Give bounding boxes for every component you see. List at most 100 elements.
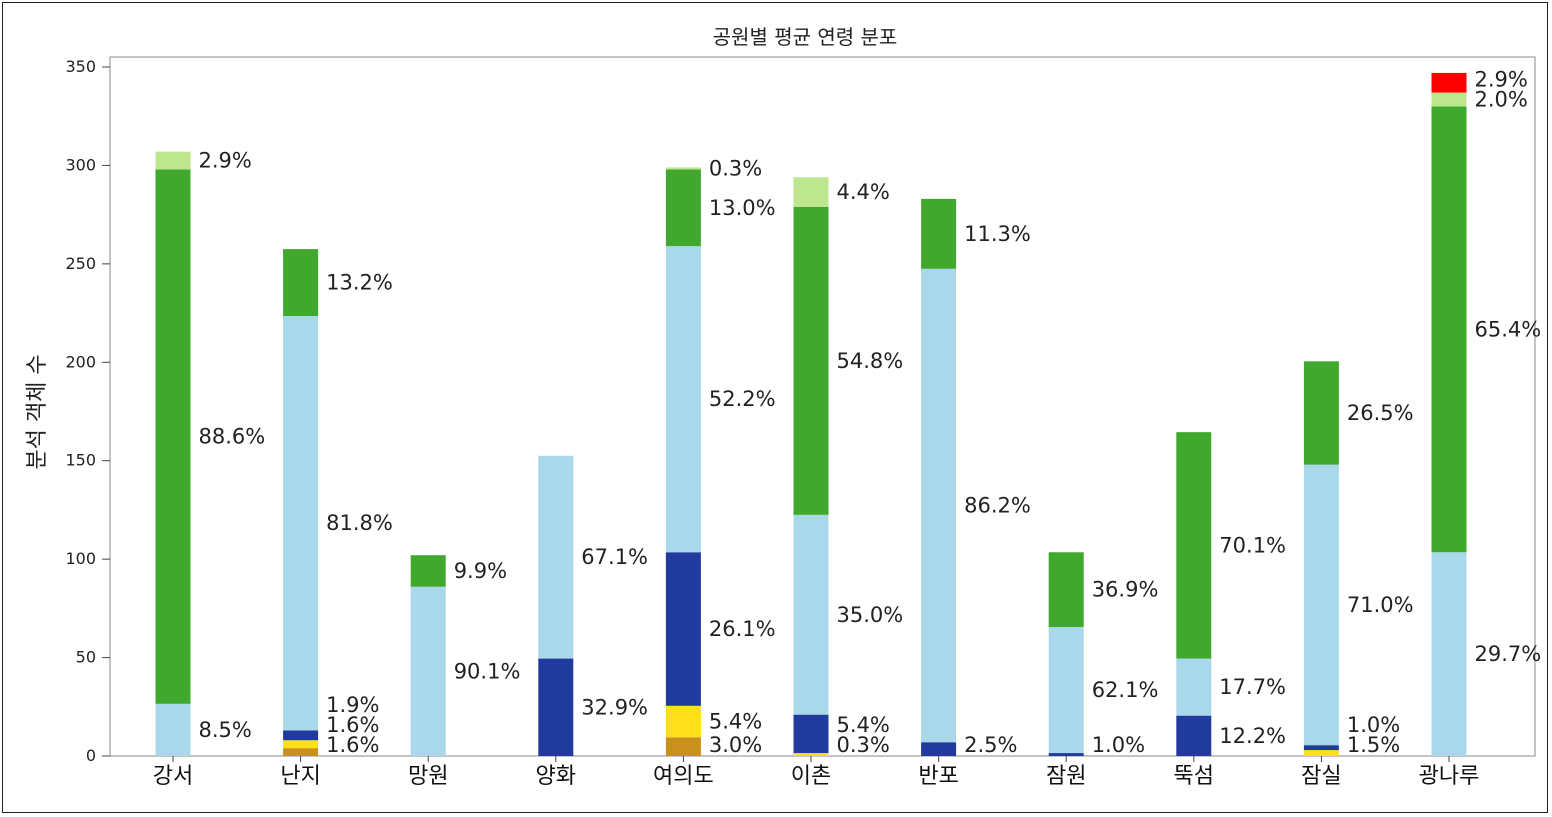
data-label: 17.7% [1219,675,1286,699]
bar-segment [283,730,319,741]
data-label: 70.1% [1219,533,1286,557]
data-label: 12.2% [1219,724,1286,748]
bar-segment [921,268,957,743]
data-label: 13.2% [326,271,393,295]
chart-title: 공원별 평균 연령 분포 [713,25,898,49]
data-label: 1.9% [326,693,379,717]
bar-segment [283,740,319,749]
bar-segment [283,316,319,731]
x-tick-label: 광나루 [1419,764,1480,789]
bar-segment [793,714,829,754]
y-tick-label: 300 [65,155,96,174]
bar-segment [1176,715,1212,756]
bar-segment [665,552,701,706]
data-label: 1.5% [1347,733,1400,757]
bar-segment [793,514,829,715]
y-axis-label: 분석 객체 수 [25,354,50,469]
bar-segment [1431,552,1467,756]
x-tick-label: 반포 [918,764,958,789]
data-label: 2.0% [1475,87,1528,111]
bar-segment [1303,464,1339,746]
y-tick-label: 0 [86,746,96,765]
x-tick-label: 이촌 [791,764,831,789]
bar-segment [410,555,446,587]
data-label: 35.0% [837,603,904,627]
x-tick-label: 잠원 [1046,764,1086,789]
bar-segment [283,748,319,756]
bar-segment [1048,627,1084,754]
y-tick-label: 200 [65,352,96,371]
data-label: 90.1% [454,659,521,683]
data-label: 2.5% [964,733,1017,757]
bar-segment [538,658,574,756]
data-label: 11.3% [964,222,1031,246]
bar-segment [921,742,957,756]
bar-segment [410,586,446,756]
bar-segment [155,703,191,756]
bar-segment [1176,658,1212,716]
data-label: 65.4% [1475,317,1542,341]
data-label: 36.9% [1092,578,1159,602]
data-label: 5.4% [837,713,890,737]
data-label: 67.1% [581,545,648,569]
bar-segment [1176,432,1212,659]
data-label: 88.6% [199,425,266,449]
x-tick-label: 양화 [536,764,576,789]
bar-segment [1048,552,1084,628]
bar-segment [538,455,574,659]
bar-segment [665,246,701,553]
bar-segment [665,167,701,170]
data-label: 1.0% [1092,733,1145,757]
bar-segment [665,169,701,247]
bar-segment [665,705,701,738]
bar-segment [665,737,701,756]
data-label: 26.1% [709,617,776,641]
bar-segment [1431,92,1467,107]
plot-area: 050100150200250300350강서8.5%88.6%2.9%난지1.… [65,56,1542,789]
x-tick-label: 망원 [408,764,448,789]
y-tick-label: 350 [65,57,96,76]
y-tick-label: 100 [65,549,96,568]
x-tick-label: 난지 [280,764,320,789]
data-label: 8.5% [199,718,252,742]
x-tick-label: 잠실 [1301,764,1341,789]
data-label: 2.9% [1475,67,1528,91]
bar-segment [1431,106,1467,553]
data-label: 71.0% [1347,593,1414,617]
data-label: 0.3% [709,156,762,180]
data-label: 9.9% [454,559,507,583]
x-tick-label: 강서 [153,764,193,789]
y-tick-label: 250 [65,254,96,273]
data-label: 29.7% [1475,642,1542,666]
data-label: 2.9% [199,149,252,173]
x-tick-label: 여의도 [653,764,714,789]
bar-segment [921,198,957,269]
data-label: 1.6% [326,713,379,737]
data-label: 5.4% [709,710,762,734]
bar-segment [1303,361,1339,465]
bar-segment [1048,753,1084,756]
data-label: 13.0% [709,196,776,220]
data-label: 3.0% [709,733,762,757]
data-label: 4.4% [837,180,890,204]
bar-segment [793,206,829,515]
x-tick-label: 뚝섬 [1174,764,1214,789]
bar-segment [793,753,829,756]
data-label: 0.3% [837,733,890,757]
data-label: 1.6% [326,733,379,757]
bar-segment [1431,72,1467,93]
data-label: 81.8% [326,511,393,535]
data-label: 1.0% [1347,713,1400,737]
y-tick-label: 50 [76,648,96,667]
data-label: 54.8% [837,349,904,373]
bar-segment [793,177,829,207]
bar-segment [283,249,319,317]
data-label: 86.2% [964,493,1031,517]
data-label: 52.2% [709,387,776,411]
y-tick-label: 150 [65,451,96,470]
data-label: 32.9% [581,695,648,719]
data-label: 62.1% [1092,678,1159,702]
data-label: 26.5% [1347,401,1414,425]
